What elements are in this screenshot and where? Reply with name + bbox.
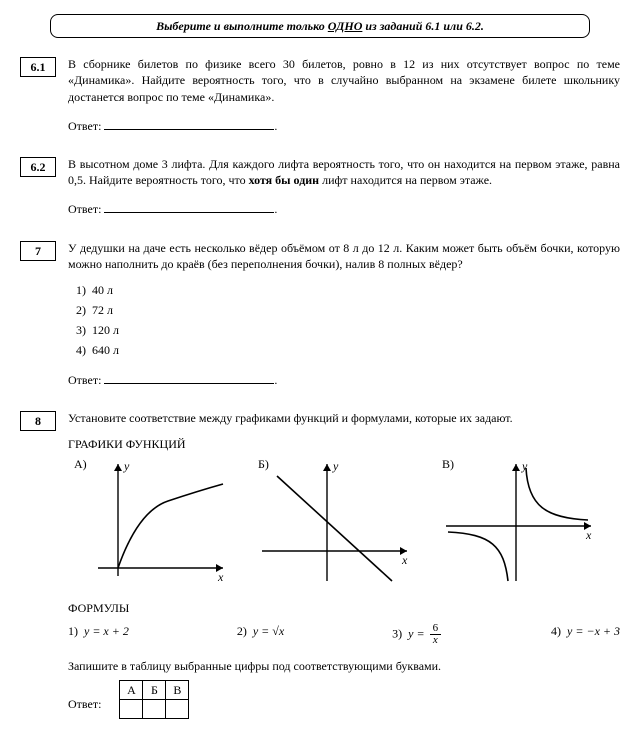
formulas-row: 1) y = x + 2 2) y = √x 3) y = 6 x 4) y =… bbox=[68, 623, 620, 646]
graph-a: А) y x bbox=[68, 456, 252, 590]
t62-bold: хотя бы один bbox=[249, 173, 320, 187]
task-number-6-1: 6.1 bbox=[20, 57, 56, 77]
header-emph: ОДНО bbox=[328, 19, 363, 33]
graph-c-label: В) bbox=[442, 456, 454, 472]
t62-post: лифт находится на первом этаже. bbox=[319, 173, 492, 187]
graph-a-svg: y x bbox=[68, 456, 233, 586]
match-cell-b[interactable] bbox=[143, 699, 166, 718]
svg-text:x: x bbox=[217, 570, 224, 584]
f1-expr: y = x + 2 bbox=[84, 624, 129, 638]
task-body-8: Установите соответствие между графиками … bbox=[68, 410, 620, 719]
svg-text:x: x bbox=[585, 528, 592, 542]
answer-dot: . bbox=[274, 202, 277, 216]
f2-expr: y = √x bbox=[253, 624, 284, 638]
formula-2: 2) y = √x bbox=[237, 623, 284, 646]
options-7: 1) 40 л 2) 72 л 3) 120 л 4) 640 л bbox=[68, 282, 620, 359]
answer-dot: . bbox=[274, 119, 277, 133]
option-7-4[interactable]: 4) 640 л bbox=[76, 342, 620, 358]
header-post: из заданий 6.1 или 6.2. bbox=[362, 19, 484, 33]
header-pre: Выберите и выполните только bbox=[156, 19, 328, 33]
answer-dot: . bbox=[274, 373, 277, 387]
match-row: Ответ: А Б В bbox=[68, 680, 620, 719]
svg-text:y: y bbox=[332, 459, 339, 473]
svg-text:y: y bbox=[123, 459, 130, 473]
instruction-header: Выберите и выполните только ОДНО из зада… bbox=[50, 14, 590, 38]
graph-a-label: А) bbox=[74, 456, 87, 472]
f3-y: y = bbox=[408, 626, 424, 640]
graphs-row: А) y x Б) bbox=[68, 456, 620, 590]
match-instruction: Запишите в таблицу выбранные цифры под с… bbox=[68, 658, 620, 674]
task-6-2: 6.2 В высотном доме 3 лифта. Для каждого… bbox=[20, 156, 620, 218]
option-7-3-text: 120 л bbox=[92, 323, 119, 337]
answer-blank-6-2[interactable] bbox=[104, 200, 274, 213]
option-7-2[interactable]: 2) 72 л bbox=[76, 302, 620, 318]
match-cell-a[interactable] bbox=[120, 699, 143, 718]
option-7-4-text: 640 л bbox=[92, 343, 119, 357]
formula-4: 4) y = −x + 3 bbox=[551, 623, 620, 646]
page: Выберите и выполните только ОДНО из зада… bbox=[0, 0, 640, 755]
match-table: А Б В bbox=[119, 680, 189, 719]
f4-expr: y = −x + 3 bbox=[567, 624, 620, 638]
task-number-7: 7 bbox=[20, 241, 56, 261]
answer-blank-7[interactable] bbox=[104, 371, 274, 384]
match-col-a: А bbox=[120, 680, 143, 699]
answer-blank-6-1[interactable] bbox=[104, 117, 274, 130]
task-number-8: 8 bbox=[20, 411, 56, 431]
task-body-7: У дедушки на даче есть несколько вёдер о… bbox=[68, 240, 620, 388]
graphs-title: ГРАФИКИ ФУНКЦИЙ bbox=[68, 436, 620, 452]
answer-label: Ответ: bbox=[68, 373, 101, 387]
task-text-7: У дедушки на даче есть несколько вёдер о… bbox=[68, 240, 620, 272]
answer-line-6-2: Ответ: . bbox=[68, 200, 620, 217]
task-text-6-2: В высотном доме 3 лифта. Для каждого лиф… bbox=[68, 156, 620, 188]
f1-label: 1) bbox=[68, 624, 78, 638]
option-7-1-text: 40 л bbox=[92, 283, 113, 297]
task-body-6-2: В высотном доме 3 лифта. Для каждого лиф… bbox=[68, 156, 620, 218]
formula-3: 3) y = 6 x bbox=[392, 623, 443, 646]
match-col-b: Б bbox=[143, 680, 166, 699]
answer-label: Ответ: bbox=[68, 119, 101, 133]
match-col-c: В bbox=[166, 680, 189, 699]
answer-label: Ответ: bbox=[68, 202, 101, 216]
task-number-6-2: 6.2 bbox=[20, 157, 56, 177]
task-7: 7 У дедушки на даче есть несколько вёдер… bbox=[20, 240, 620, 388]
formulas-title: ФОРМУЛЫ bbox=[68, 600, 620, 616]
option-7-2-text: 72 л bbox=[92, 303, 113, 317]
answer-label-8: Ответ: bbox=[68, 680, 101, 712]
task-8: 8 Установите соответствие между графикам… bbox=[20, 410, 620, 719]
svg-text:x: x bbox=[401, 553, 408, 567]
f3-label: 3) bbox=[392, 626, 402, 640]
match-cell-c[interactable] bbox=[166, 699, 189, 718]
f2-label: 2) bbox=[237, 624, 247, 638]
task-body-6-1: В сборнике билетов по физике всего 30 би… bbox=[68, 56, 620, 134]
task-text-8: Установите соответствие между графиками … bbox=[68, 410, 620, 426]
formula-1: 1) y = x + 2 bbox=[68, 623, 129, 646]
option-7-3[interactable]: 3) 120 л bbox=[76, 322, 620, 338]
graph-b: Б) y x bbox=[252, 456, 436, 590]
f3-den: x bbox=[433, 634, 438, 646]
answer-line-6-1: Ответ: . bbox=[68, 117, 620, 134]
f4-label: 4) bbox=[551, 624, 561, 638]
answer-line-7: Ответ: . bbox=[68, 371, 620, 388]
graph-c: В) y x bbox=[436, 456, 620, 590]
graph-b-label: Б) bbox=[258, 456, 269, 472]
task-text-6-1: В сборнике билетов по физике всего 30 би… bbox=[68, 56, 620, 105]
graph-b-svg: y x bbox=[252, 456, 417, 586]
graph-c-svg: y x bbox=[436, 456, 601, 586]
f3-frac: 6 x bbox=[430, 623, 442, 646]
task-6-1: 6.1 В сборнике билетов по физике всего 3… bbox=[20, 56, 620, 134]
option-7-1[interactable]: 1) 40 л bbox=[76, 282, 620, 298]
